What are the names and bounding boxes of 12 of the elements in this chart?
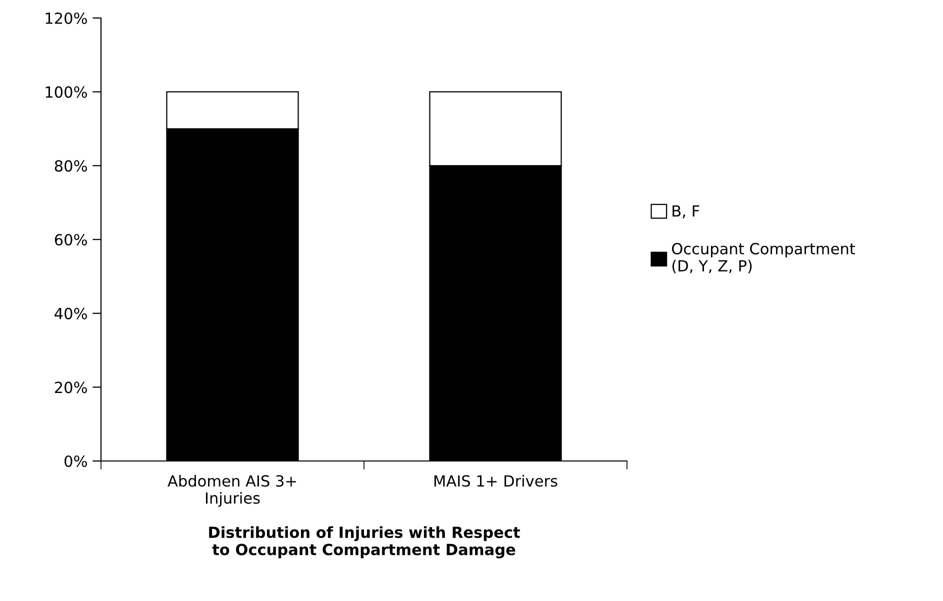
x-tick-label: Abdomen AIS 3+ Injuries [168, 474, 296, 507]
x-tick-label: MAIS 1+ Drivers [434, 474, 558, 487]
legend-label: B, F [672, 205, 700, 218]
y-tick-label: 100% [46, 86, 87, 98]
y-tick-label: 40% [54, 308, 87, 320]
y-tick-label: 80% [54, 160, 87, 172]
y-tick-label: 60% [54, 234, 87, 246]
legend-label: Occupant Compartment (D, Y, Z, P) [672, 242, 856, 274]
x-axis-title: Distribution of Injuries with Respect to Occupant Compartment Damage [209, 526, 520, 558]
y-tick-label: 120% [46, 12, 87, 24]
y-tick-label: 0% [64, 455, 87, 468]
y-tick-label: 20% [54, 382, 87, 394]
